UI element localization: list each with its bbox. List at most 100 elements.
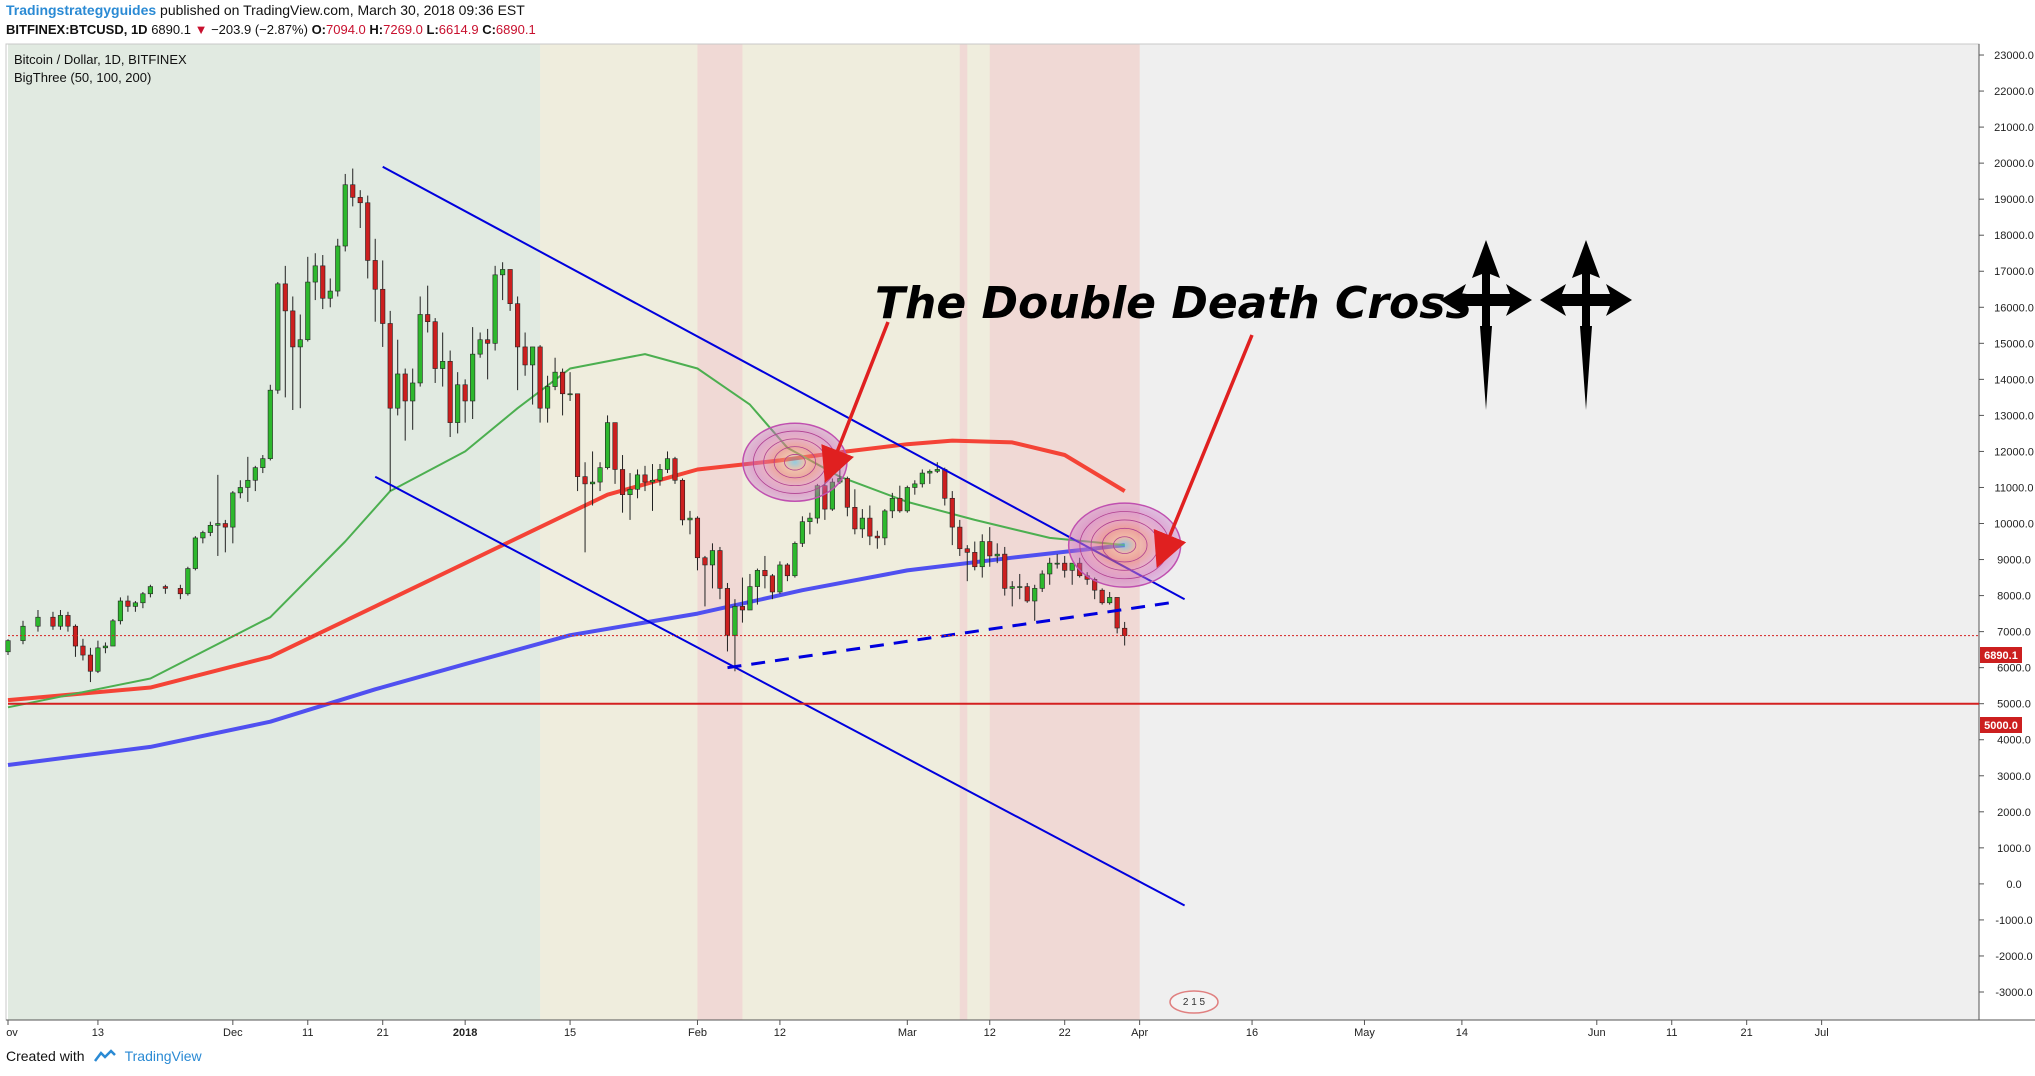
candle-body	[687, 517, 693, 521]
low-label: L:	[426, 22, 439, 37]
candle-body	[844, 478, 850, 508]
candle-body	[252, 467, 258, 481]
candle-body	[20, 625, 26, 641]
candle-body	[57, 615, 64, 627]
last-price: 6890.1	[151, 22, 191, 37]
candle-body	[485, 339, 491, 344]
candle-body	[440, 361, 446, 369]
created-with-label: Created with	[6, 1048, 85, 1064]
candle-body	[1009, 586, 1015, 589]
death-cross-ring	[784, 454, 806, 471]
candle-body	[679, 479, 686, 521]
candle-body	[260, 458, 266, 468]
chart-title: Bitcoin / Dollar, 1D, BITFINEX	[14, 52, 187, 67]
candle-body	[1054, 562, 1060, 565]
candle-body	[125, 600, 131, 607]
trend-channel-lower	[374, 475, 1186, 907]
level-price-tag: 5000.0	[1980, 717, 2022, 733]
x-tick-label: 2018	[453, 1027, 477, 1039]
candle-body	[5, 640, 11, 653]
tradingview-logo-icon	[93, 1049, 116, 1062]
y-tick-label: 19000.0	[1994, 194, 2034, 206]
candle-body	[567, 393, 573, 396]
candle-body	[739, 606, 745, 611]
candle-body	[649, 479, 656, 483]
close-label: C:	[482, 22, 496, 37]
y-tick-label: 8000.0	[1997, 591, 2031, 603]
candle-body	[470, 353, 476, 402]
candle-body	[717, 550, 723, 589]
candle-body	[95, 647, 101, 672]
x-tick-label: 14	[1456, 1027, 1468, 1039]
y-tick-label: 12000.0	[1994, 446, 2034, 458]
candle-body	[455, 384, 461, 423]
candle-body	[949, 497, 955, 528]
candle-body	[664, 458, 671, 470]
footer: Created with TradingView	[6, 1048, 202, 1064]
low-value: 6614.9	[438, 22, 479, 37]
candle-body	[619, 469, 626, 495]
x-tick-label: Apr	[1131, 1027, 1148, 1039]
candle-body	[724, 588, 731, 636]
y-tick-label: 16000.0	[1994, 302, 2034, 314]
y-tick-label: 11000.0	[1995, 482, 2034, 494]
y-tick-label: 22000.0	[1994, 86, 2034, 98]
candle-body	[979, 541, 985, 568]
open-value: 7094.0	[326, 22, 366, 37]
author-link[interactable]: Tradingstrategyguides	[6, 2, 157, 18]
symbol-ohlc-line: BITFINEX:BTCUSD, 1D 6890.1 ▼ −203.9 (−2.…	[6, 22, 536, 37]
tradingview-link[interactable]: TradingView	[124, 1048, 202, 1064]
candle-body	[769, 575, 775, 593]
candle-body	[365, 202, 371, 261]
y-tick-label: 4000.0	[1997, 735, 2031, 747]
candle-body	[1107, 597, 1113, 604]
candle-body	[919, 472, 925, 485]
candle-body	[342, 184, 348, 247]
price-chart[interactable]: 23000.0 22000.0 21000.0 20000.0 19000.0 18000…	[0, 0, 2035, 1040]
candle-body	[994, 553, 1000, 557]
drawing-badge[interactable]: 2 1 5	[1169, 990, 1219, 1014]
y-tick-label: 18000.0	[1994, 230, 2034, 242]
candle-body	[380, 288, 386, 324]
candle-body	[634, 474, 641, 490]
candle-body	[882, 510, 888, 539]
candle-body	[1002, 553, 1008, 589]
candle-body	[350, 184, 356, 198]
y-tick-label: 17000.0	[1994, 266, 2034, 278]
candle-body	[889, 497, 895, 512]
candle-body	[784, 564, 790, 577]
candle-body	[1062, 562, 1068, 571]
candle-body	[575, 393, 581, 477]
candle-body	[754, 570, 760, 587]
candle-body	[320, 265, 326, 299]
candle-body	[185, 568, 191, 595]
candle-body	[560, 371, 566, 395]
y-tick-label: 15000.0	[1994, 338, 2034, 350]
x-tick-label: Jul	[1815, 1027, 1829, 1039]
y-tick-label: 0.0	[2006, 879, 2021, 891]
candle-body	[1047, 562, 1053, 575]
candle-body	[904, 487, 910, 512]
candle-body	[1024, 586, 1030, 602]
y-tick-label: 7000.0	[1997, 627, 2031, 639]
candle-body	[327, 290, 333, 299]
down-triangle-icon: ▼	[194, 22, 208, 37]
candle-body	[1122, 627, 1128, 636]
candle-body	[972, 552, 978, 568]
trend-channel-upper	[382, 165, 1186, 601]
y-tick-label: 20000.0	[1994, 158, 2034, 170]
candle-body	[237, 487, 243, 494]
candle-body	[425, 314, 431, 322]
candle-body	[102, 645, 108, 649]
candle-body	[500, 269, 506, 276]
publish-info: published on TradingView.com, March 30, …	[160, 2, 525, 18]
candle-body	[709, 550, 716, 566]
candle-body	[582, 476, 588, 485]
highlight-band	[959, 44, 968, 1020]
y-tick-label: 1000.0	[1997, 843, 2031, 855]
candle-body	[515, 303, 521, 348]
x-tick-label: Mar	[898, 1027, 917, 1039]
y-tick-label: -1000.0	[1995, 915, 2032, 927]
candle-body	[477, 339, 483, 355]
candle-body	[207, 525, 213, 533]
